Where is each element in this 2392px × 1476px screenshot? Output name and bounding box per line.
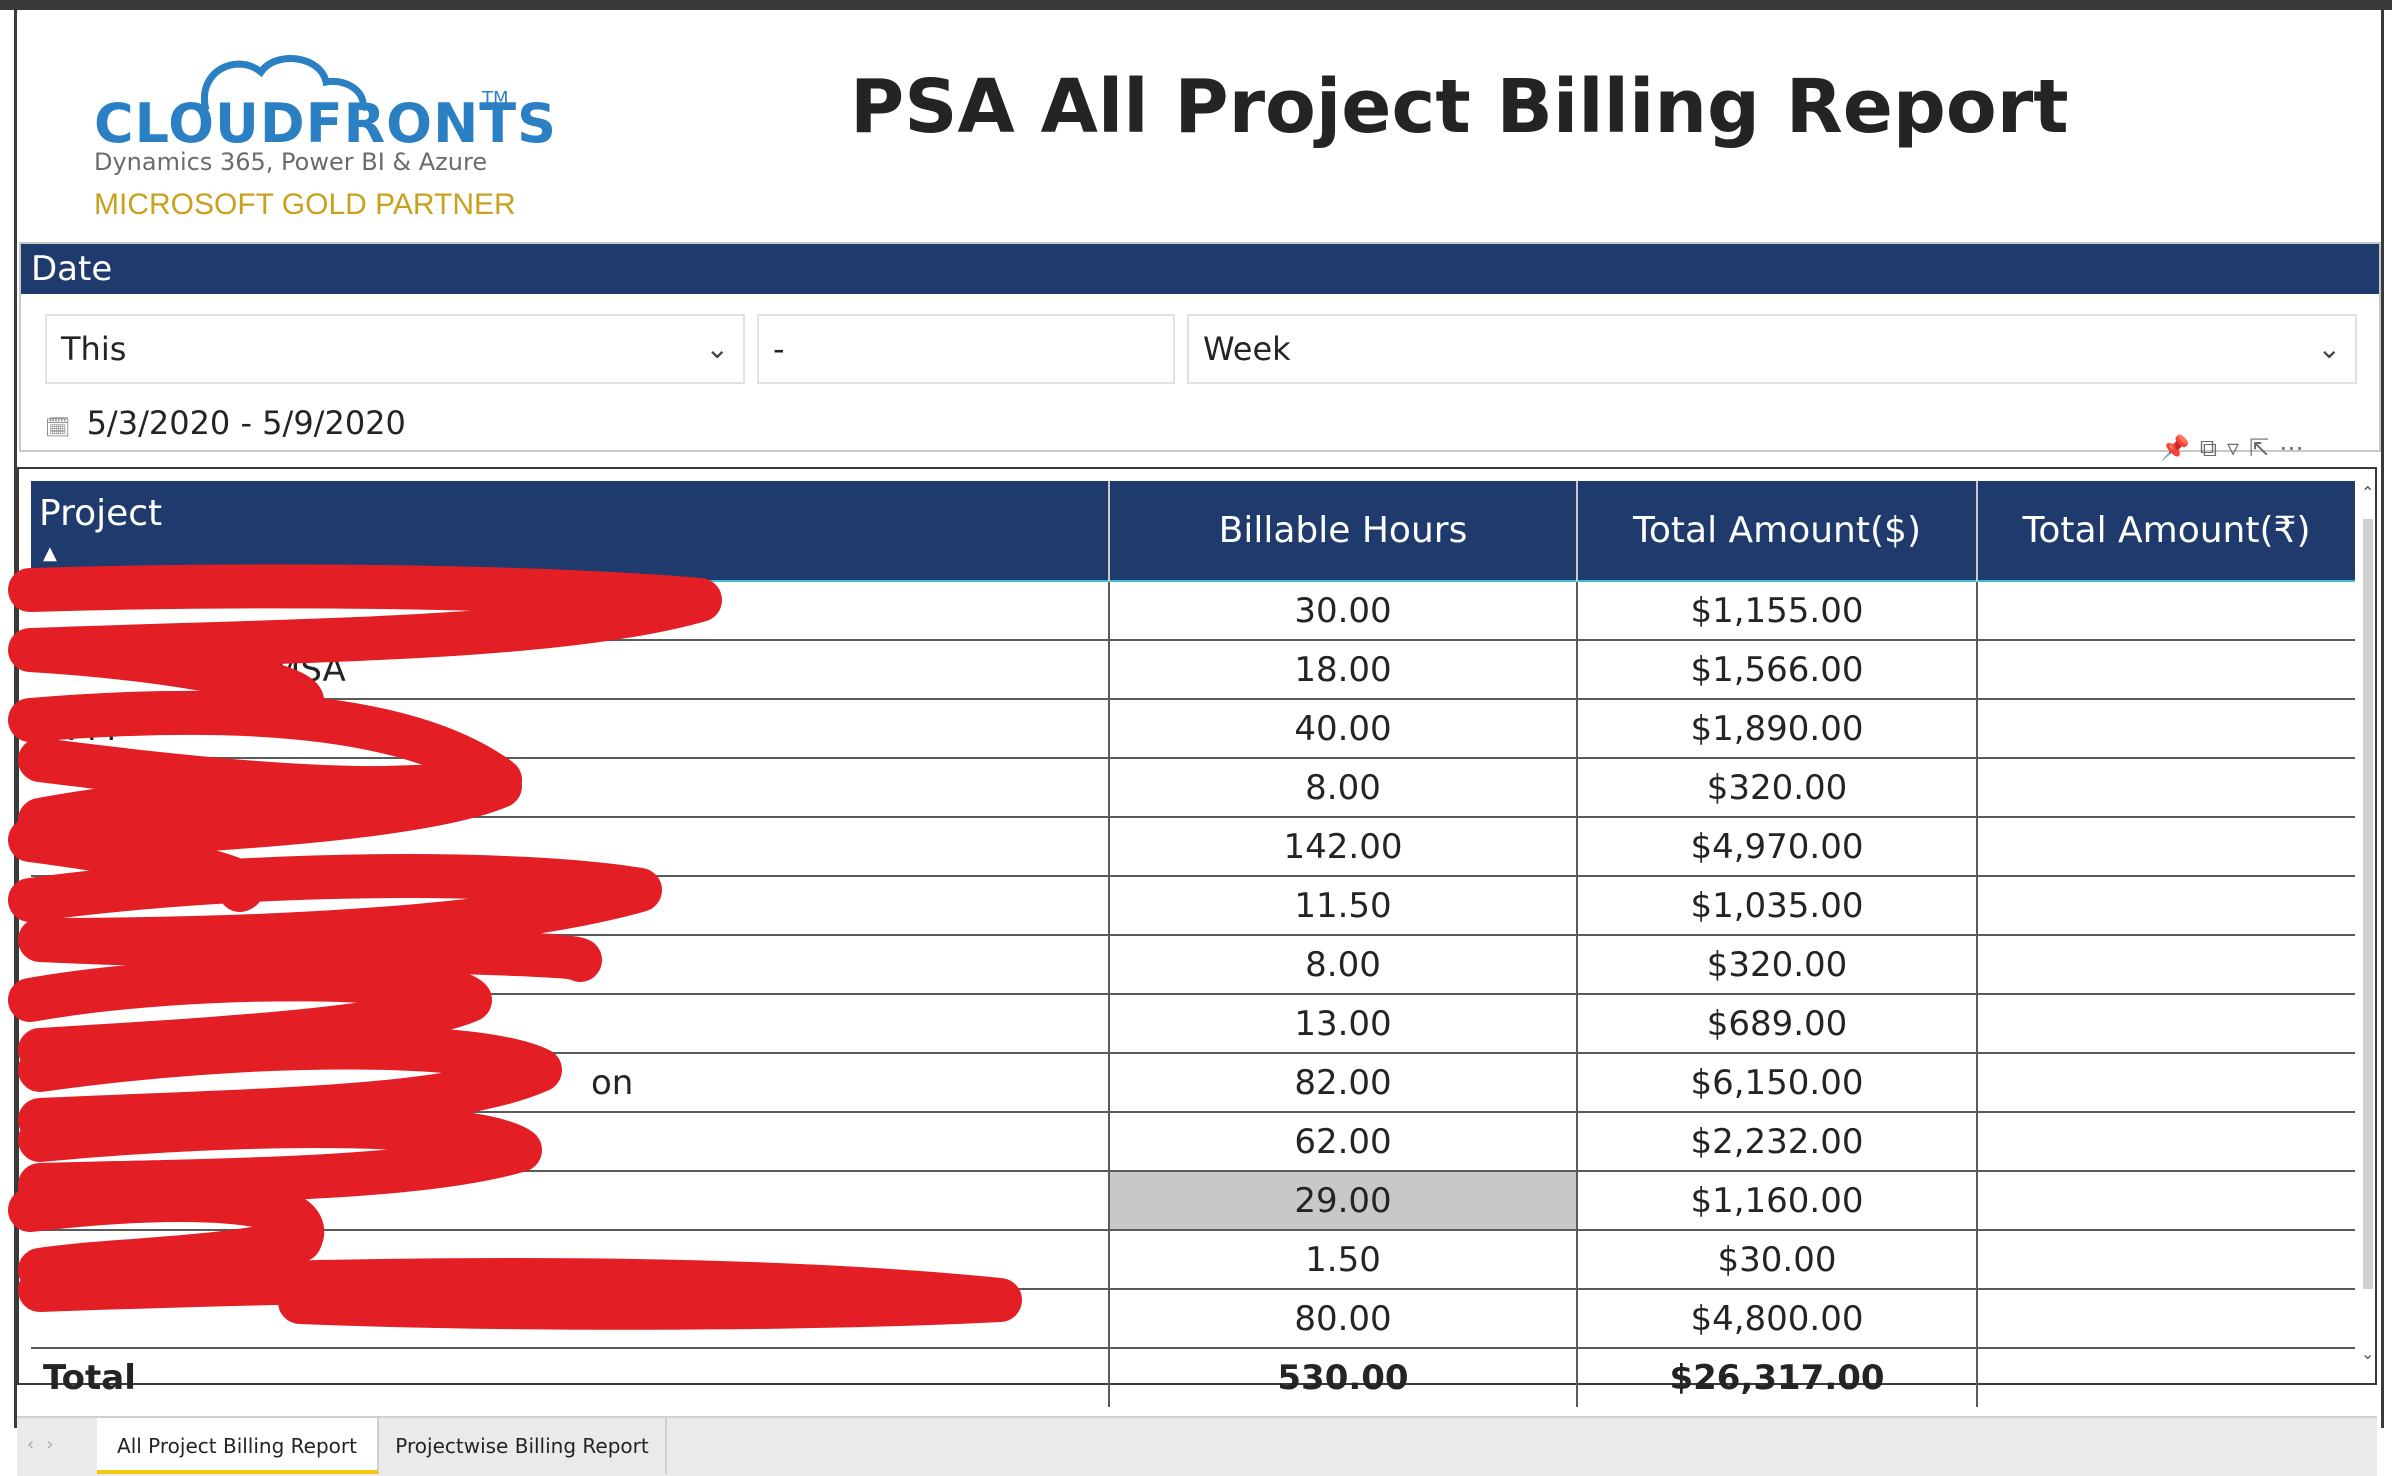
table-row[interactable]: 8.00 $320.00 [31,758,2355,818]
tab-projectwise-billing-report[interactable]: Projectwise Billing Report [379,1418,667,1474]
logo-subtitle: Dynamics 365, Power BI & Azure [94,148,488,176]
table-row[interactable]: MSA 18.00 $1,566.00 [31,640,2355,700]
table-row[interactable]: 62.00 $2,232.00 [31,1112,2355,1172]
scroll-up-icon[interactable]: ⌃ [2361,483,2375,502]
table-row[interactable]: 29.00 $1,160.00 [31,1171,2355,1231]
date-range: 🗓 5/3/2020 - 5/9/2020 [45,404,406,442]
period-unit-value: Week [1203,330,1291,368]
sort-ascending-icon: ▲ [43,543,57,564]
pin-icon[interactable]: 📌 [2160,434,2200,462]
total-label: Total [31,1347,1110,1407]
table-row[interactable]: 11.50 $1,035.00 [31,876,2355,936]
report-title: PSA All Project Billing Report [850,64,2069,150]
filter-icon[interactable]: ▿ [2227,434,2250,462]
date-range-text: 5/3/2020 - 5/9/2020 [86,404,406,442]
more-options-icon[interactable]: ⋯ [2279,434,2314,462]
table-row[interactable]: 80.00 $4,800.00 [31,1289,2355,1349]
table-row[interactable]: BPM 40.00 $1,890.00 [31,699,2355,759]
scroll-down-icon[interactable]: ⌄ [2361,1344,2375,1363]
focus-mode-icon[interactable]: ⇱ [2249,434,2280,462]
logo-wordmark: CLOUDFRONTS [94,92,557,155]
column-header-project[interactable]: Project ▲ [31,481,1110,581]
chevron-left-icon[interactable]: ‹ [27,1434,47,1455]
chevron-down-icon: ⌄ [705,332,729,365]
table-row[interactable]: 8.00 $320.00 [31,935,2355,995]
relative-type-value: This [61,330,127,368]
date-slicer: Date This ⌄ - Week ⌄ 🗓 5/3/2020 - 5/9/20… [19,242,2381,452]
copy-icon[interactable]: ⧉ [2199,434,2228,462]
window-top-border [0,0,2392,10]
column-header-total-usd[interactable]: Total Amount($) [1577,481,1978,581]
period-count-input[interactable]: - [757,314,1175,384]
total-hours: 530.00 [1109,1347,1578,1407]
table-row[interactable]: 13.00 $689.00 [31,994,2355,1054]
total-usd: $26,317.00 [1577,1347,1978,1407]
chevron-right-icon[interactable]: › [46,1434,66,1455]
column-header-total-inr[interactable]: Total Amount(₹) [1977,481,2355,581]
table-total-row: Total 530.00 $26,317.00 [31,1347,2355,1407]
selected-cell[interactable]: 29.00 [1109,1171,1578,1231]
period-unit-dropdown[interactable]: Week ⌄ [1187,314,2357,384]
scrollbar-thumb[interactable] [2363,519,2373,1289]
chevron-down-icon: ⌄ [2317,332,2341,365]
logo-trademark: TM [482,88,509,109]
column-header-billable-hours[interactable]: Billable Hours [1109,481,1578,581]
table-header-row: Project ▲ Billable Hours Total Amount($)… [31,481,2355,581]
table-row[interactable]: on 82.00 $6,150.00 [31,1053,2355,1113]
table-row[interactable]: 1.50 $30.00 [31,1230,2355,1290]
cloudfronts-logo: CLOUDFRONTS TM Dynamics 365, Power BI & … [86,52,556,232]
table-scrollbar[interactable]: ⌃ ⌄ [2359,483,2377,1363]
period-count-value: - [773,330,785,368]
tab-all-project-billing-report[interactable]: All Project Billing Report [97,1418,379,1474]
tab-scroll-arrows[interactable]: ‹› [27,1434,65,1455]
billing-table: Project ▲ Billable Hours Total Amount($)… [31,481,2355,1407]
cloud-logo-icon [200,55,367,112]
table-row[interactable]: 142.00 $4,970.00 [31,817,2355,877]
logo-partner-text: MICROSOFT GOLD PARTNER [94,188,516,221]
calendar-icon: 🗓 [45,415,71,439]
relative-type-dropdown[interactable]: This ⌄ [45,314,745,384]
table-row[interactable]: 30.00 $1,155.00 [31,580,2355,641]
visual-header-icons: 📌⧉▿⇱⋯ [2160,434,2313,462]
slicer-title: Date [21,244,2379,294]
total-inr [1977,1347,2355,1407]
billing-table-visual: Project ▲ Billable Hours Total Amount($)… [17,467,2377,1407]
page-tab-bar: ‹› All Project Billing Report Projectwis… [17,1416,2377,1476]
